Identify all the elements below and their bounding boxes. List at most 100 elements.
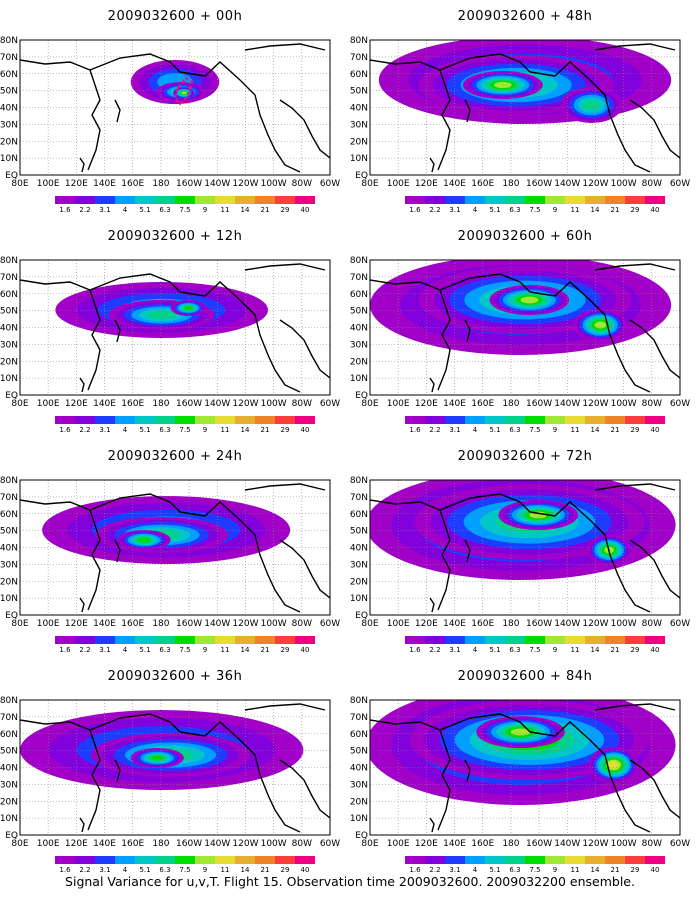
colorbar-swatch — [625, 196, 645, 204]
colorbar-swatch — [545, 856, 565, 864]
longitude-label: 140E — [93, 619, 116, 629]
colorbar-label: 2.2 — [79, 426, 90, 434]
observation-contour — [173, 76, 194, 106]
longitude-label: 160W — [526, 839, 552, 849]
longitude-label: 100E — [387, 399, 410, 409]
colorbar-label: 11 — [571, 206, 580, 214]
map-frame — [369, 479, 681, 616]
longitude-label: 140W — [204, 399, 230, 409]
latitude-label: 20N — [0, 577, 18, 587]
longitude-label: 120W — [232, 179, 258, 189]
colorbar-swatch — [625, 856, 645, 864]
colorbar-label: 40 — [301, 866, 310, 874]
colorbar-label: 4 — [473, 206, 478, 214]
longitude-label: 120W — [232, 619, 258, 629]
longitude-label: 60W — [670, 619, 690, 629]
colorbar-swatch — [645, 416, 665, 424]
latitude-label: 80N — [350, 36, 368, 46]
colorbar-label: 11 — [221, 206, 230, 214]
latitude-label: EQ — [5, 391, 18, 401]
colorbar-swatch — [465, 416, 485, 424]
colorbar-swatch — [115, 196, 135, 204]
longitude-label: 160E — [471, 619, 494, 629]
colorbar-swatch — [485, 196, 505, 204]
colorbar-swatch — [195, 416, 215, 424]
variance-region — [494, 81, 512, 89]
longitude-label: 60W — [320, 619, 340, 629]
coastlines — [19, 263, 331, 393]
longitude-label: 80W — [292, 839, 312, 849]
colorbar-swatch — [405, 856, 425, 864]
colorbar-label: 5.1 — [139, 426, 150, 434]
colorbar-swatch — [465, 856, 485, 864]
longitude-label: 120W — [582, 399, 608, 409]
colorbar-label: 7.5 — [179, 206, 190, 214]
colorbar-swatch — [645, 636, 665, 644]
latitude-label: 30N — [350, 780, 368, 790]
colorbar-label: 9 — [203, 646, 207, 654]
colorbar-label: 4 — [473, 866, 478, 874]
coastlines — [19, 703, 331, 833]
latitude-label: 30N — [350, 560, 368, 570]
longitude-label: 160E — [471, 399, 494, 409]
colorbar-label: 7.5 — [529, 866, 540, 874]
colorbar-label: 21 — [611, 426, 620, 434]
longitude-label: 140E — [93, 179, 116, 189]
colorbar-label: 14 — [241, 206, 250, 214]
panel-title: 2009032600 + 36h — [107, 669, 243, 684]
latitude-label: 60N — [0, 730, 18, 740]
colorbar-swatch — [525, 636, 545, 644]
colorbar-swatch — [55, 636, 75, 644]
colorbar-label: 29 — [631, 426, 640, 434]
colorbar-swatch — [95, 636, 115, 644]
colorbar-label: 11 — [571, 426, 580, 434]
latitude-label: 20N — [350, 577, 368, 587]
colorbar-swatch — [255, 196, 275, 204]
latitude-label: 70N — [350, 53, 368, 63]
longitude-label: 160W — [526, 619, 552, 629]
variance-region — [594, 321, 607, 329]
latitude-label: 10N — [0, 154, 18, 164]
colorbar-label: 5.1 — [489, 646, 500, 654]
longitude-label: 100E — [387, 619, 410, 629]
colorbar-swatch — [565, 636, 585, 644]
latitude-label: 30N — [0, 780, 18, 790]
variance-region — [181, 91, 187, 95]
colorbar-label: 5.1 — [489, 866, 500, 874]
longitude-label: 100W — [261, 839, 287, 849]
latitude-label: 50N — [0, 307, 18, 317]
colorbar-swatch — [115, 636, 135, 644]
latitude-label: 50N — [0, 527, 18, 537]
coastlines — [369, 703, 681, 833]
colorbar-label: 5.1 — [139, 206, 150, 214]
colorbar-label: 7.5 — [179, 646, 190, 654]
colorbar-label: 5.1 — [139, 866, 150, 874]
colorbar-label: 5.1 — [489, 426, 500, 434]
colorbar-swatch — [625, 416, 645, 424]
map-frame — [369, 39, 681, 176]
panel-title: 2009032600 + 60h — [457, 229, 593, 244]
longitude-label: 100E — [37, 399, 60, 409]
colorbar-swatch — [235, 636, 255, 644]
colorbar-label: 14 — [241, 866, 250, 874]
latitude-label: 40N — [350, 764, 368, 774]
longitude-label: 180 — [502, 399, 519, 409]
colorbar-swatch — [175, 416, 195, 424]
longitude-label: 120E — [415, 179, 438, 189]
colorbar-swatch — [545, 636, 565, 644]
map-panel-72h: 2009032600 + 72h 80N 70N 60N 50N 40N 30N 20N 10N… — [350, 440, 700, 660]
longitude-label: 160W — [176, 179, 202, 189]
coastlines — [369, 483, 681, 613]
longitude-label: 100W — [261, 619, 287, 629]
colorbar-label: 29 — [281, 426, 290, 434]
colorbar-label: 3.1 — [99, 206, 110, 214]
longitude-label: 60W — [670, 399, 690, 409]
colorbar-label: 6.3 — [159, 206, 170, 214]
colorbar-label: 3.1 — [449, 866, 460, 874]
latitude-label: 10N — [0, 374, 18, 384]
colorbar-label: 9 — [553, 646, 557, 654]
colorbar-swatch — [485, 636, 505, 644]
longitude-label: 60W — [320, 839, 340, 849]
